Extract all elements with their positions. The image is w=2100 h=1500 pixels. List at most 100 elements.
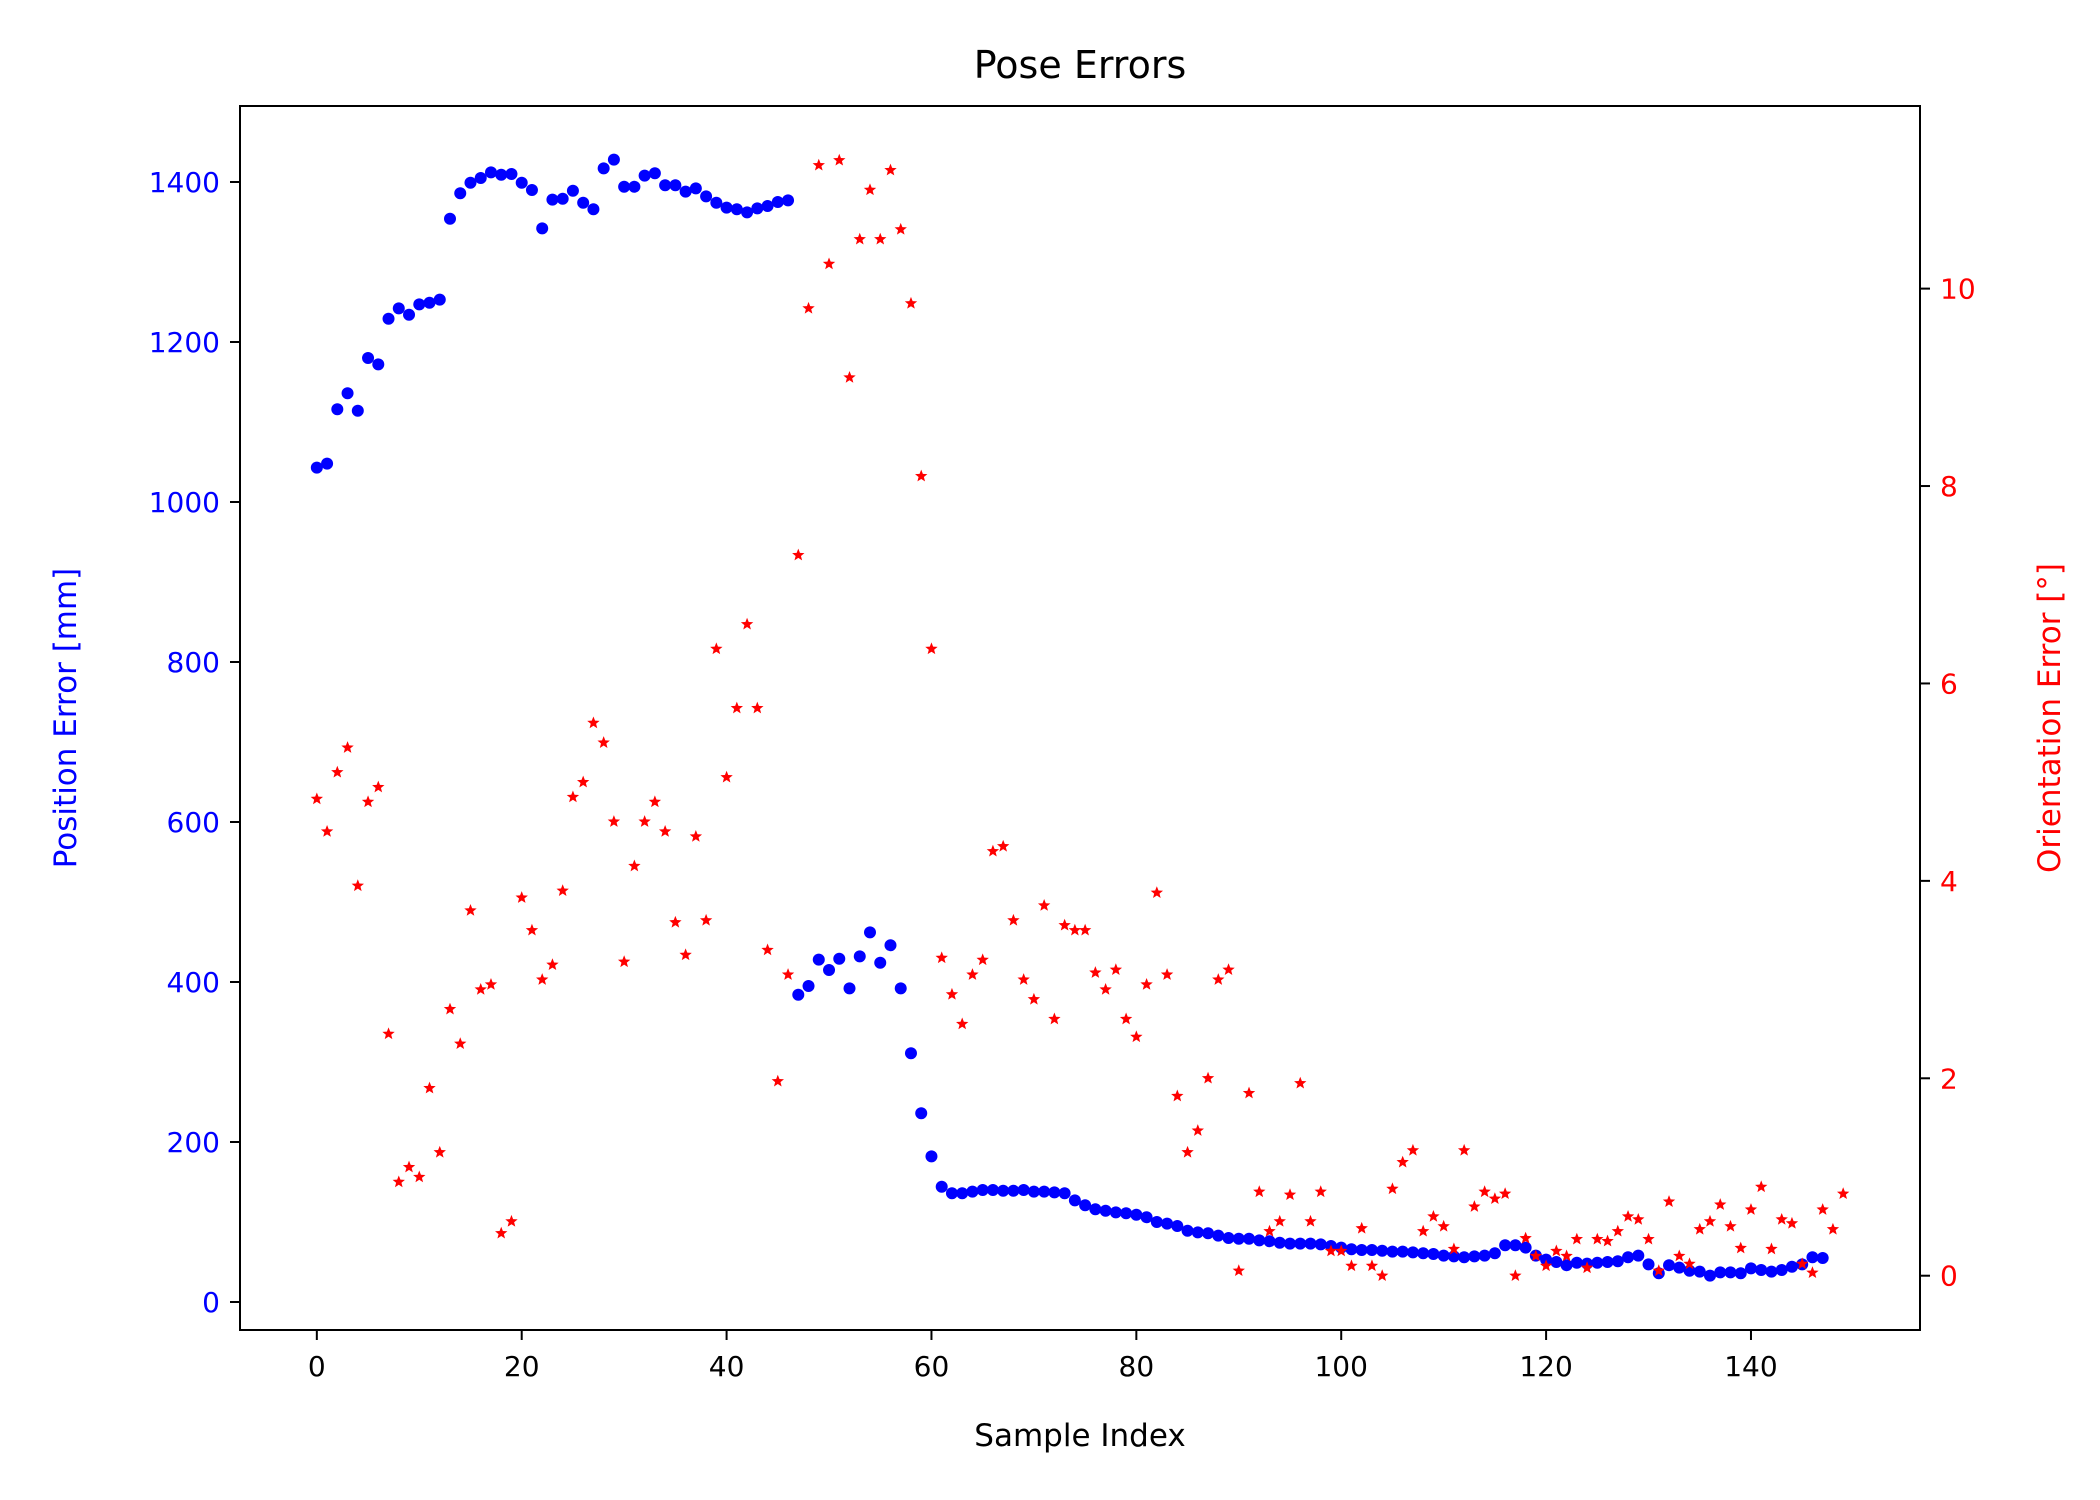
- position-error-point: [1058, 1187, 1071, 1200]
- position-error-point: [1314, 1238, 1327, 1251]
- orientation-error-point: [904, 296, 918, 309]
- position-error-point: [925, 1150, 938, 1163]
- orientation-error-point: [433, 1145, 446, 1158]
- position-error-point: [1089, 1203, 1102, 1216]
- orientation-error-point: [1007, 913, 1020, 926]
- plot-frame: [239, 105, 1921, 1331]
- right-y-tick-label: 6: [1940, 667, 1958, 700]
- position-error-point: [1017, 1184, 1030, 1196]
- position-error-point: [1232, 1232, 1245, 1245]
- orientation-error-point: [617, 955, 631, 968]
- orientation-error-point: [484, 978, 498, 990]
- position-error-point: [812, 953, 825, 966]
- orientation-error-point: [320, 825, 334, 837]
- orientation-error-point: [1119, 1012, 1133, 1025]
- position-error-point: [853, 950, 866, 963]
- orientation-error-point: [1355, 1221, 1368, 1234]
- position-error-point: [1775, 1264, 1788, 1276]
- orientation-error-point: [1253, 1185, 1266, 1198]
- orientation-error-point: [761, 943, 774, 956]
- position-error-point: [1519, 1241, 1532, 1254]
- left-y-tick-label: 1200: [149, 326, 220, 359]
- orientation-error-point: [915, 469, 928, 482]
- orientation-error-point: [925, 642, 938, 655]
- orientation-error-point: [1160, 968, 1174, 980]
- position-error-point: [362, 352, 375, 364]
- orientation-error-point: [454, 1037, 467, 1049]
- position-error-point: [1038, 1185, 1051, 1198]
- orientation-error-point: [1468, 1200, 1481, 1212]
- orientation-error-point: [1498, 1187, 1512, 1200]
- position-error-point: [1406, 1246, 1419, 1259]
- orientation-error-point: [822, 257, 836, 270]
- orientation-error-point: [536, 973, 549, 985]
- position-error-point: [1458, 1251, 1471, 1264]
- orientation-error-point: [1611, 1224, 1624, 1237]
- position-error-point: [556, 192, 569, 205]
- position-error-point: [1622, 1251, 1635, 1264]
- orientation-error-point: [710, 642, 723, 655]
- orientation-error-point: [546, 958, 559, 971]
- position-error-point: [720, 201, 733, 214]
- position-error-point: [1591, 1256, 1604, 1269]
- right-y-tick-label: 0: [1940, 1260, 1958, 1293]
- position-error-point: [1734, 1267, 1747, 1280]
- orientation-error-point: [361, 795, 375, 808]
- orientation-error-point: [1314, 1185, 1327, 1198]
- orientation-error-point: [1437, 1219, 1450, 1232]
- position-error-point: [1120, 1207, 1133, 1220]
- orientation-error-point: [1201, 1071, 1215, 1084]
- position-error-point: [659, 179, 672, 192]
- orientation-error-point: [1345, 1259, 1358, 1272]
- orientation-error-point: [1652, 1264, 1665, 1277]
- orientation-error-point: [1294, 1076, 1307, 1089]
- data-points: [310, 153, 1850, 1282]
- orientation-error-point: [771, 1074, 784, 1087]
- orientation-error-point: [1826, 1222, 1840, 1235]
- position-error-point: [1499, 1239, 1512, 1252]
- position-error-point: [1816, 1252, 1829, 1264]
- orientation-error-point: [1335, 1244, 1348, 1257]
- orientation-error-point: [792, 548, 805, 561]
- orientation-error-point: [802, 301, 815, 314]
- position-error-point: [894, 982, 907, 995]
- orientation-error-point: [1181, 1145, 1194, 1158]
- position-error-point: [771, 196, 784, 208]
- position-error-point: [618, 180, 631, 193]
- x-tick-label: 0: [308, 1350, 326, 1383]
- orientation-error-point: [413, 1170, 426, 1183]
- orientation-error-point: [1150, 886, 1164, 898]
- x-tick-label: 40: [709, 1350, 745, 1383]
- orientation-error-point: [648, 795, 662, 808]
- position-error-point: [1294, 1237, 1307, 1250]
- orientation-error-point: [1058, 918, 1071, 931]
- position-error-point: [751, 202, 764, 215]
- orientation-error-point: [1714, 1198, 1727, 1210]
- orientation-error-point: [1539, 1259, 1553, 1272]
- orientation-error-point: [1078, 923, 1092, 936]
- orientation-error-point: [1427, 1209, 1440, 1222]
- position-error-point: [833, 952, 846, 965]
- position-error-point: [1714, 1266, 1727, 1279]
- orientation-error-point: [781, 968, 795, 980]
- position-error-point: [904, 1047, 917, 1060]
- orientation-error-point: [341, 741, 354, 753]
- position-error-point: [1785, 1260, 1798, 1273]
- position-error-point: [577, 196, 590, 209]
- orientation-error-point: [853, 232, 866, 245]
- position-error-point: [1806, 1251, 1819, 1264]
- position-error-point: [966, 1185, 979, 1198]
- orientation-error-point: [1376, 1269, 1389, 1281]
- position-error-point: [802, 980, 815, 992]
- orientation-error-point: [1509, 1269, 1522, 1281]
- position-error-point: [1130, 1208, 1143, 1221]
- position-error-point: [1509, 1239, 1522, 1252]
- position-error-point: [1109, 1206, 1122, 1219]
- left-y-axis-title: Position Error [mm]: [48, 568, 84, 869]
- position-error-point: [1468, 1250, 1481, 1263]
- position-error-point: [761, 200, 774, 212]
- position-error-point: [1355, 1244, 1368, 1256]
- position-error-point: [1079, 1199, 1092, 1212]
- position-error-point: [700, 190, 713, 203]
